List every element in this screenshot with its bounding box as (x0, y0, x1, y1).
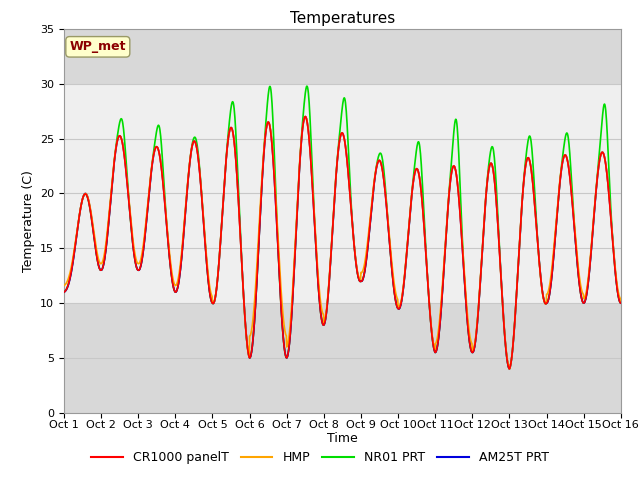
Legend: CR1000 panelT, HMP, NR01 PRT, AM25T PRT: CR1000 panelT, HMP, NR01 PRT, AM25T PRT (86, 446, 554, 469)
Y-axis label: Temperature (C): Temperature (C) (22, 170, 35, 272)
X-axis label: Time: Time (327, 432, 358, 445)
Title: Temperatures: Temperatures (290, 11, 395, 26)
Bar (64, 84, 621, 303)
Text: WP_met: WP_met (70, 40, 126, 53)
